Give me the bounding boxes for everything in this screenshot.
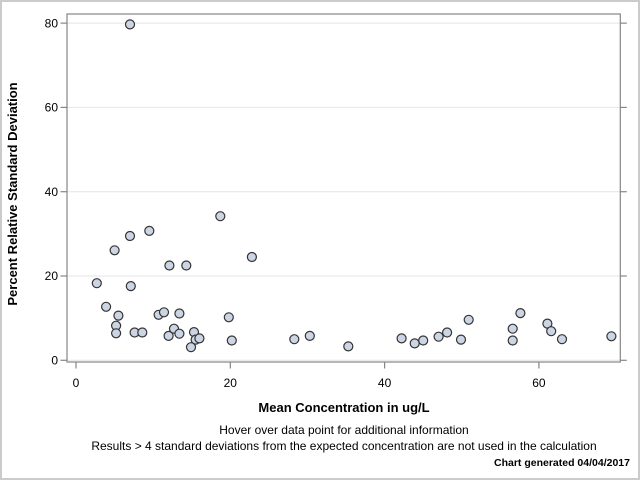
data-point[interactable] [144, 225, 155, 236]
data-point[interactable] [343, 341, 354, 352]
x-tick-label-40: 40 [378, 376, 392, 390]
data-point[interactable] [507, 335, 518, 346]
data-point[interactable] [124, 19, 136, 30]
chart-generated-stamp: Chart generated 04/04/2017 [494, 457, 630, 469]
data-point[interactable] [100, 301, 112, 312]
data-point[interactable] [137, 327, 148, 338]
footnote-hover: Hover over data point for additional inf… [219, 423, 468, 437]
data-point[interactable] [181, 260, 192, 271]
y-gridlines [67, 22, 621, 361]
y-tick-label-40: 40 [45, 185, 59, 199]
data-point[interactable] [556, 334, 568, 345]
y-tick-label-0: 0 [51, 354, 58, 368]
data-point[interactable] [215, 211, 226, 222]
axis-tick-labels: 0 20 40 60 80 0 20 40 60 [45, 16, 546, 390]
data-point[interactable] [174, 308, 185, 319]
y-tick-label-60: 60 [45, 101, 59, 115]
x-tick-label-0: 0 [73, 376, 80, 390]
data-point[interactable] [455, 334, 467, 345]
y-tick-label-80: 80 [45, 16, 59, 30]
data-point[interactable] [185, 342, 197, 353]
data-point[interactable] [433, 331, 444, 342]
data-point[interactable] [124, 230, 136, 242]
data-point[interactable] [113, 310, 124, 321]
data-point[interactable] [396, 333, 407, 344]
y-axis-title: Percent Relative Standard Deviation [5, 82, 20, 305]
footnote-results: Results > 4 standard deviations from the… [91, 439, 596, 453]
data-point[interactable] [507, 323, 518, 334]
plot-area [66, 13, 621, 363]
data-point[interactable] [163, 330, 174, 341]
data-point[interactable] [174, 328, 185, 339]
data-point[interactable] [463, 314, 474, 325]
data-point[interactable] [194, 333, 205, 344]
data-point[interactable] [606, 331, 617, 342]
data-point[interactable] [91, 278, 102, 289]
data-point[interactable] [546, 326, 557, 337]
data-point[interactable] [442, 327, 453, 338]
data-point[interactable] [246, 251, 257, 263]
data-point[interactable] [289, 334, 300, 345]
x-axis-title: Mean Concentration in ug/L [258, 400, 429, 415]
data-points [91, 19, 617, 353]
data-point[interactable] [125, 281, 136, 292]
data-point[interactable] [409, 338, 420, 349]
data-point[interactable] [515, 308, 526, 319]
x-tick-label-60: 60 [532, 376, 546, 390]
axis-ticks [60, 22, 627, 369]
data-point[interactable] [304, 330, 315, 341]
data-point[interactable] [164, 260, 175, 271]
data-point[interactable] [223, 312, 234, 323]
data-point[interactable] [418, 335, 429, 346]
data-point[interactable] [226, 335, 237, 346]
data-point[interactable] [158, 307, 170, 318]
data-point[interactable] [109, 245, 120, 256]
data-point[interactable] [110, 328, 122, 339]
y-tick-label-20: 20 [45, 269, 59, 283]
x-tick-label-20: 20 [224, 376, 238, 390]
